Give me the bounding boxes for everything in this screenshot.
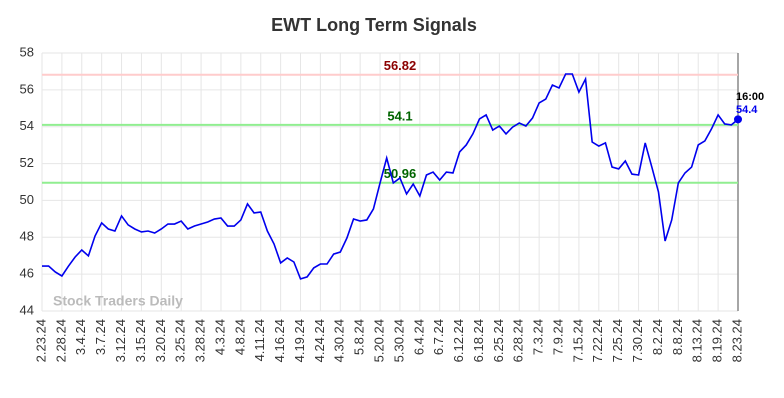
- x-tick-label: 2.23.24: [33, 319, 48, 362]
- x-tick-label: 8.23.24: [729, 319, 744, 362]
- x-tick-label: 6.7.24: [431, 319, 446, 355]
- x-tick-label: 5.20.24: [371, 319, 386, 362]
- watermark: Stock Traders Daily: [53, 293, 183, 309]
- x-tick-label: 6.25.24: [491, 319, 506, 362]
- x-tick-label: 8.13.24: [690, 319, 705, 362]
- x-tick-label: 8.8.24: [670, 319, 685, 355]
- x-tick-label: 4.8.24: [232, 319, 247, 355]
- x-tick-label: 4.16.24: [272, 319, 287, 362]
- reference-label: 56.82: [384, 58, 417, 73]
- y-tick-label: 50: [20, 192, 34, 207]
- x-tick-label: 3.28.24: [193, 319, 208, 362]
- x-tick-label: 8.2.24: [650, 319, 665, 355]
- x-tick-label: 3.25.24: [173, 319, 188, 362]
- x-tick-label: 8.19.24: [710, 319, 725, 362]
- x-tick-label: 4.11.24: [252, 319, 267, 361]
- y-tick-label: 56: [20, 81, 34, 96]
- x-tick-label: 7.15.24: [570, 319, 585, 362]
- y-tick-label: 54: [20, 118, 34, 133]
- x-tick-label: 6.18.24: [471, 319, 486, 362]
- x-tick-label: 5.30.24: [391, 319, 406, 362]
- y-tick-label: 46: [20, 266, 34, 281]
- x-tick-label: 3.7.24: [93, 319, 108, 355]
- last-value: 54.4: [736, 104, 758, 116]
- x-tick-label: 7.22.24: [590, 319, 605, 362]
- price-line: [42, 73, 739, 280]
- y-tick-label: 48: [20, 229, 34, 244]
- y-tick-label: 44: [20, 302, 34, 317]
- x-tick-label: 3.20.24: [153, 319, 168, 362]
- x-tick-label: 4.3.24: [212, 319, 227, 355]
- x-tick-label: 6.4.24: [411, 319, 426, 355]
- x-tick-label: 7.25.24: [610, 319, 625, 362]
- x-tick-label: 4.24.24: [312, 319, 327, 362]
- x-tick-label: 2.28.24: [53, 319, 68, 362]
- y-tick-label: 52: [20, 155, 34, 170]
- x-tick-label: 7.30.24: [630, 319, 645, 362]
- x-tick-label: 7.3.24: [531, 319, 546, 355]
- last-point: [734, 115, 742, 124]
- x-tick-label: 4.30.24: [332, 319, 347, 362]
- x-tick-label: 3.4.24: [73, 319, 88, 355]
- x-tick-label: 6.28.24: [511, 319, 526, 362]
- x-tick-label: 6.12.24: [451, 319, 466, 362]
- last-time: 16:00: [736, 91, 764, 103]
- x-tick-label: 5.8.24: [352, 319, 367, 355]
- y-tick-label: 58: [20, 44, 34, 59]
- x-tick-label: 4.19.24: [292, 319, 307, 362]
- reference-label: 54.1: [387, 108, 412, 123]
- x-tick-label: 3.15.24: [133, 319, 148, 362]
- x-tick-label: 3.12.24: [113, 319, 128, 362]
- x-tick-label: 7.9.24: [550, 319, 565, 355]
- chart-title: EWT Long Term Signals: [271, 15, 477, 35]
